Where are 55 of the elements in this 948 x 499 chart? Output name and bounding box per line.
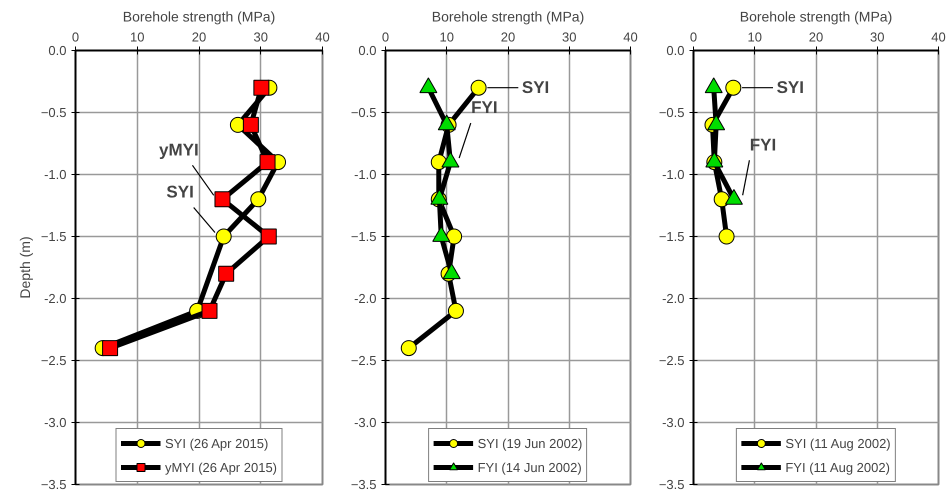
x-tick-label: 30	[562, 30, 576, 44]
x-tick-label: 30	[254, 30, 268, 44]
x-tick-label: 20	[500, 30, 516, 44]
y-tick-label: -1.0	[354, 167, 377, 182]
x-tick-label: 40	[315, 30, 330, 44]
annotation: yMYI	[159, 140, 199, 160]
annotation: FYI	[471, 98, 498, 118]
y-tick-label: 0.0	[666, 43, 685, 58]
y-tick-label: −1.5	[40, 229, 67, 244]
x-tick-label: 40	[623, 30, 638, 44]
x-tick-label: 10	[130, 30, 144, 44]
annotation: SYI	[776, 78, 804, 98]
legend-label: SYI (11 Aug 2002)	[785, 436, 891, 450]
annotation: SYI	[166, 182, 194, 202]
y-tick-label: -3.0	[44, 415, 67, 430]
y-tick-label: 0.0	[358, 43, 377, 58]
x-axis-title: Borehole strength (MPa)	[432, 8, 584, 24]
y-tick-label: 0.0	[48, 43, 67, 58]
y-tick-label: -2.0	[354, 291, 377, 306]
y-tick-label: −3.5	[40, 477, 67, 492]
legend-label: FYI (14 Jun 2002)	[478, 460, 582, 474]
legend-label: SYI (26 Apr 2015)	[165, 436, 268, 450]
y-tick-label: -2.0	[662, 291, 685, 306]
y-tick-label: -1.0	[662, 167, 685, 182]
y-tick-label: −3.5	[658, 477, 685, 492]
x-axis-title: Borehole strength (MPa)	[740, 8, 892, 24]
legend-label: SYI (19 Jun 2002)	[478, 436, 582, 450]
x-tick-label: 20	[808, 30, 824, 44]
x-tick-label: 40	[931, 30, 946, 44]
y-tick-label: −2.5	[40, 353, 67, 368]
x-tick-label: 10	[748, 30, 762, 44]
x-tick-label: 10	[440, 30, 454, 44]
x-tick-label: 30	[870, 30, 884, 44]
x-axis-title: Borehole strength (MPa)	[122, 8, 276, 24]
y-tick-label: -3.0	[662, 415, 685, 430]
legend-label: yMYI (26 Apr 2015)	[165, 460, 277, 474]
annotation: SYI	[522, 78, 550, 98]
y-tick-label: -1.0	[44, 167, 67, 182]
legend-label: FYI (11 Aug 2002)	[785, 460, 890, 474]
y-tick-label: −2.5	[658, 353, 685, 368]
x-tick-label: 0	[690, 30, 698, 44]
x-tick-label: 20	[192, 30, 206, 44]
y-tick-label: −3.5	[350, 477, 377, 492]
y-tick-label: −0.5	[350, 105, 377, 120]
y-tick-label: −1.5	[658, 229, 685, 244]
x-tick-label: 0	[382, 30, 390, 44]
y-tick-label: -2.0	[44, 291, 67, 306]
y-tick-label: −0.5	[658, 105, 685, 120]
annotation: FYI	[750, 135, 776, 154]
y-tick-label: −1.5	[350, 229, 377, 244]
y-tick-label: −2.5	[350, 353, 377, 368]
y-tick-label: −0.5	[40, 105, 67, 120]
y-axis-title: Depth (m)	[16, 236, 33, 299]
x-tick-label: 0	[72, 30, 80, 44]
y-tick-label: -3.0	[354, 415, 377, 430]
